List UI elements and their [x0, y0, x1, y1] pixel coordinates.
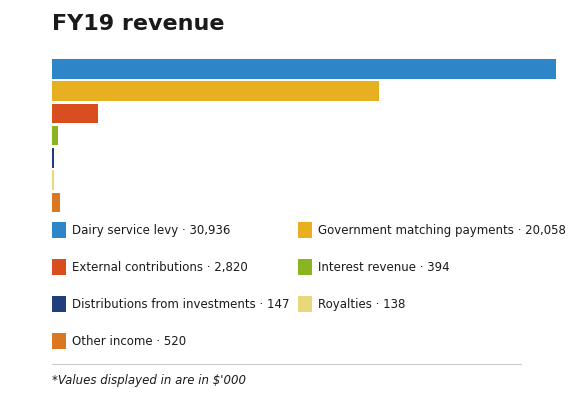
Bar: [52, 193, 60, 212]
Bar: [52, 104, 97, 123]
Bar: [52, 171, 54, 190]
Text: Other income · 520: Other income · 520: [72, 335, 186, 348]
Bar: [52, 148, 54, 168]
Text: Dairy service levy · 30,936: Dairy service levy · 30,936: [72, 224, 230, 237]
Text: Distributions from investments · 147: Distributions from investments · 147: [72, 298, 289, 311]
Text: External contributions · 2,820: External contributions · 2,820: [72, 261, 248, 274]
Text: Royalties · 138: Royalties · 138: [319, 298, 406, 311]
Bar: [52, 126, 58, 145]
Text: FY19 revenue: FY19 revenue: [52, 14, 224, 35]
Text: Government matching payments · 20,058: Government matching payments · 20,058: [319, 224, 566, 237]
Bar: [52, 59, 556, 79]
Bar: [52, 81, 379, 101]
Text: *Values displayed in are in $'000: *Values displayed in are in $'000: [52, 374, 246, 387]
Text: Interest revenue · 394: Interest revenue · 394: [319, 261, 450, 274]
